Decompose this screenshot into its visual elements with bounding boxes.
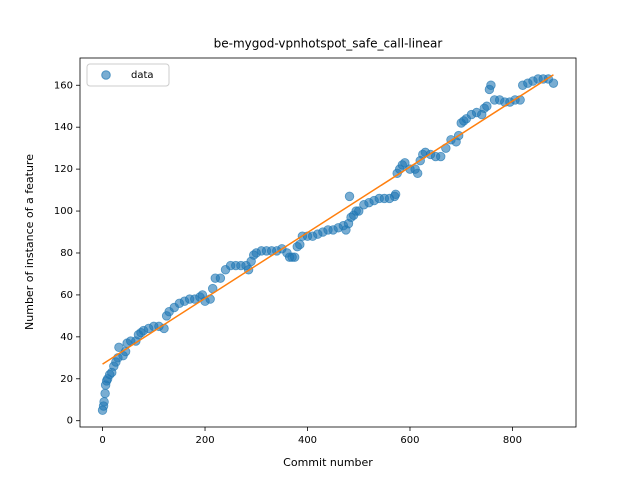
data-point (289, 252, 300, 262)
y-tick-label: 20 (60, 374, 73, 385)
data-point (482, 101, 492, 111)
data-point (400, 158, 410, 168)
x-axis-label: Commit number (283, 456, 373, 469)
plot-frame (79, 57, 577, 428)
data-point (412, 168, 423, 179)
legend-label: data (131, 70, 154, 81)
data-point (344, 191, 355, 202)
data-point (205, 294, 215, 304)
data-point (548, 78, 559, 88)
x-tick-label: 600 (400, 435, 419, 446)
y-tick-label: 0 (67, 416, 73, 427)
data-point (354, 206, 364, 216)
data-point (390, 189, 401, 199)
data-point (486, 80, 496, 90)
y-tick-label: 160 (54, 80, 73, 91)
y-tick-label: 40 (60, 332, 73, 343)
y-tick-label: 100 (54, 206, 73, 217)
data-point (100, 388, 110, 399)
x-tick-label: 0 (99, 435, 105, 446)
data-point (99, 397, 109, 407)
x-tick-label: 200 (195, 435, 214, 446)
data-point (436, 151, 446, 162)
y-tick-label: 60 (60, 290, 73, 301)
legend-box (86, 63, 170, 87)
data-point (114, 342, 124, 353)
y-tick-label: 80 (60, 248, 73, 259)
y-tick-label: 140 (54, 122, 73, 133)
data-point (295, 239, 305, 250)
fit-line (102, 74, 554, 365)
data-point (215, 273, 226, 283)
chart-title: be-mygod-vpnhotspot_safe_call-linear (214, 37, 443, 51)
x-tick-label: 800 (503, 435, 522, 446)
y-axis-label: Number of instance of a feature (23, 154, 36, 330)
y-tick-label: 120 (54, 164, 73, 175)
x-tick-label: 400 (298, 435, 317, 446)
legend-marker (101, 70, 111, 80)
